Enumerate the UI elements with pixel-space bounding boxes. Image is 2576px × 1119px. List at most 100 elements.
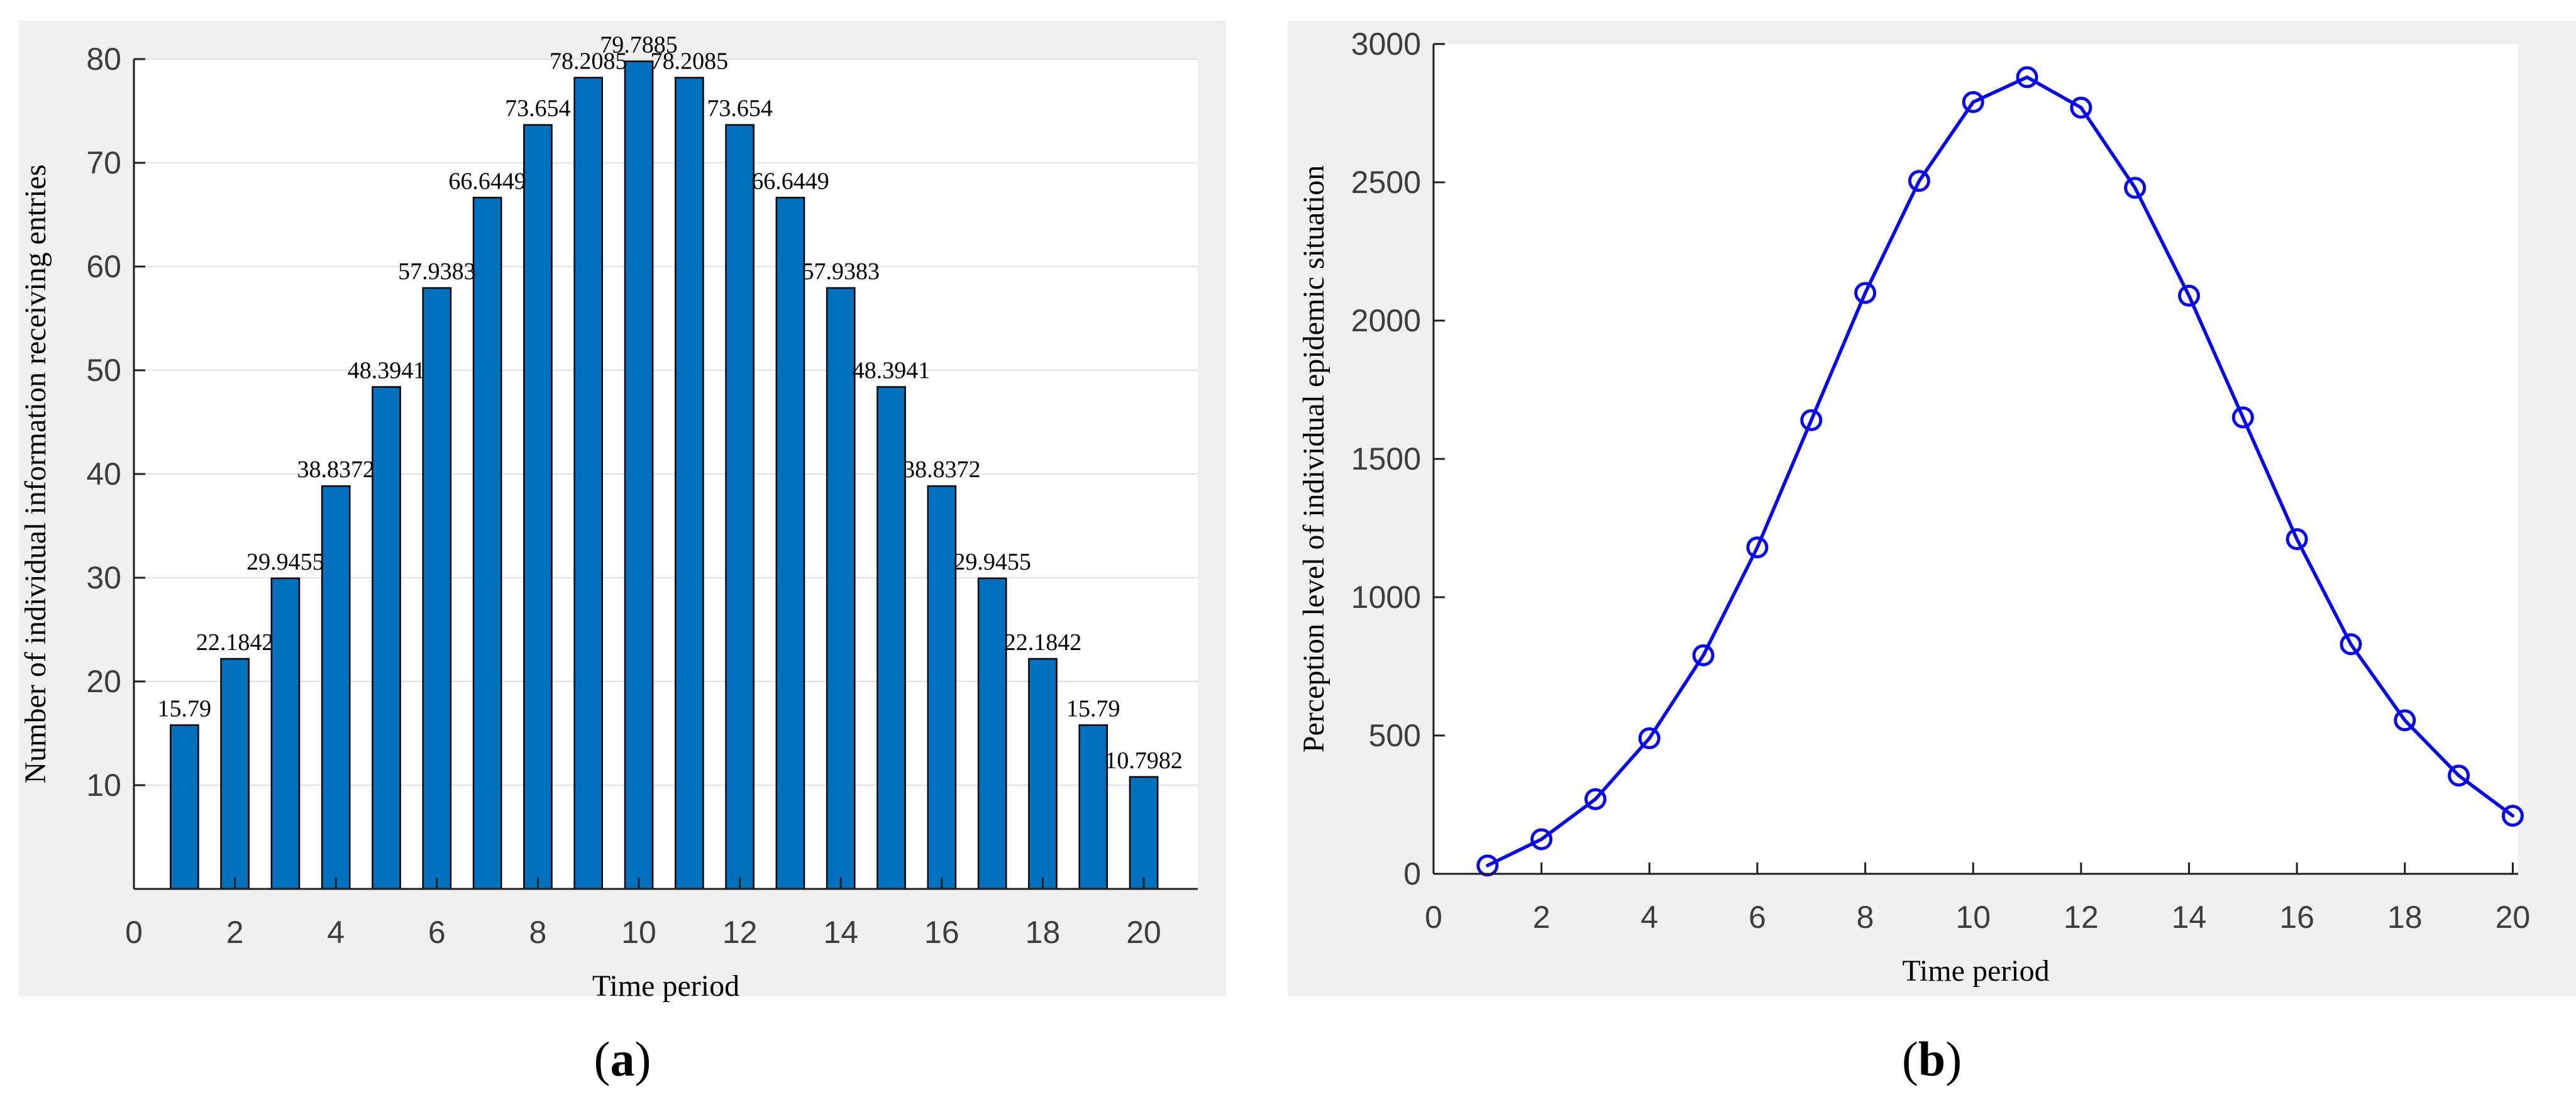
svg-text:1500: 1500 [1351, 441, 1421, 477]
marker-t20 [2501, 805, 2524, 827]
svg-text:10: 10 [621, 915, 656, 950]
marker-t1 [1476, 854, 1499, 877]
svg-text:16: 16 [2279, 900, 2314, 935]
svg-text:78.2085: 78.2085 [651, 48, 729, 75]
svg-text:50: 50 [86, 353, 121, 388]
svg-text:48.3941: 48.3941 [853, 357, 931, 383]
svg-text:2: 2 [1533, 900, 1551, 935]
svg-text:57.9383: 57.9383 [398, 258, 476, 285]
svg-text:29.9455: 29.9455 [246, 549, 324, 575]
bar-chart-panel-a: 15.79 22.1842 29.9455 38.8372 48.3941 57.9383… [19, 21, 1226, 1003]
svg-text:12: 12 [2064, 900, 2099, 935]
bar-t9 [573, 77, 604, 890]
marker-t12 [2070, 96, 2092, 119]
y-axis-label: Number of individual information receivi… [19, 164, 52, 783]
svg-text:14: 14 [823, 915, 858, 950]
marker-t13 [2124, 177, 2147, 199]
svg-text:70: 70 [86, 145, 121, 180]
marker-t4 [1638, 727, 1661, 749]
caption-a-open-paren: ( [594, 1032, 611, 1086]
bar-t3 [270, 577, 301, 890]
svg-text:10: 10 [1955, 900, 1991, 935]
svg-text:10: 10 [86, 768, 121, 803]
caption-b: (b) [1288, 1031, 2576, 1088]
marker-t8 [1854, 282, 1877, 304]
svg-text:18: 18 [2387, 900, 2423, 935]
marker-t15 [2231, 406, 2254, 429]
marker-t10 [1962, 91, 1984, 113]
bar-t7 [472, 197, 502, 890]
svg-text:30: 30 [86, 560, 121, 595]
bar-t19 [1078, 724, 1108, 890]
svg-text:79.7885: 79.7885 [600, 31, 678, 58]
svg-text:20: 20 [86, 664, 121, 699]
marker-t18 [2394, 709, 2416, 732]
data-series [1476, 66, 2524, 877]
bar-t4 [321, 485, 351, 890]
bar-t14 [826, 287, 856, 890]
bar-t15 [876, 386, 906, 890]
caption-b-letter: b [1918, 1032, 1946, 1086]
bars [169, 60, 1159, 890]
svg-text:2500: 2500 [1351, 165, 1421, 200]
svg-text:60: 60 [86, 249, 121, 284]
marker-t16 [2286, 528, 2308, 551]
caption-a: (a) [19, 1031, 1226, 1088]
bar-value-labels: 15.79 22.1842 29.9455 38.8372 48.3941 57.9383… [158, 31, 1183, 773]
svg-text:38.8372: 38.8372 [903, 456, 981, 483]
svg-text:2: 2 [226, 915, 244, 950]
svg-text:48.3941: 48.3941 [348, 357, 426, 383]
axes [133, 58, 1198, 890]
svg-text:6: 6 [1749, 900, 1766, 935]
svg-text:4: 4 [327, 915, 345, 950]
svg-text:15.79: 15.79 [1066, 695, 1120, 722]
marker-t17 [2340, 633, 2362, 656]
svg-text:18: 18 [1025, 915, 1061, 950]
svg-text:29.9455: 29.9455 [953, 549, 1031, 575]
svg-text:20: 20 [2496, 900, 2531, 935]
svg-text:57.9383: 57.9383 [802, 258, 880, 285]
svg-text:80: 80 [86, 41, 121, 77]
caption-b-open-paren: ( [1901, 1032, 1918, 1086]
svg-text:78.2085: 78.2085 [550, 48, 627, 75]
marker-t6 [1746, 536, 1769, 559]
svg-text:20: 20 [1126, 915, 1161, 950]
svg-text:66.6449: 66.6449 [448, 168, 526, 194]
svg-text:16: 16 [924, 915, 959, 950]
svg-text:73.654: 73.654 [707, 96, 773, 122]
svg-text:14: 14 [2172, 900, 2207, 935]
bar-t16 [927, 485, 957, 890]
caption-b-close-paren: ) [1945, 1032, 1962, 1086]
svg-text:8: 8 [1857, 900, 1874, 935]
caption-a-close-paren: ) [634, 1032, 651, 1086]
svg-text:0: 0 [1403, 856, 1421, 891]
svg-text:22.1842: 22.1842 [1004, 629, 1082, 656]
axes [1432, 43, 2518, 875]
bar-t17 [977, 577, 1007, 890]
svg-text:0: 0 [1425, 900, 1442, 935]
bar-t5 [372, 386, 401, 890]
plot-area [1434, 44, 2518, 874]
bar-t2 [220, 658, 250, 890]
marker-t3 [1584, 788, 1606, 810]
svg-text:4: 4 [1640, 900, 1658, 935]
marker-t5 [1692, 644, 1715, 666]
svg-text:66.6449: 66.6449 [751, 168, 829, 194]
svg-text:8: 8 [529, 915, 547, 950]
svg-text:15.79: 15.79 [158, 695, 212, 722]
marker-t9 [1908, 170, 1930, 192]
svg-text:0: 0 [125, 915, 143, 950]
svg-text:10.7982: 10.7982 [1105, 747, 1183, 774]
marker-t2 [1530, 828, 1553, 851]
gridlines [134, 58, 1198, 786]
series-line [1486, 75, 2515, 868]
svg-text:1000: 1000 [1351, 580, 1421, 615]
svg-text:500: 500 [1369, 718, 1421, 753]
x-axis-label: Time period [1902, 954, 2049, 988]
tick-labels: 0 500 1000 1500 2000 2500 3000 0 2 4 6 8 10 12 14 16 18 2… [1351, 26, 2530, 935]
svg-text:38.8372: 38.8372 [297, 456, 375, 483]
marker-t7 [1800, 409, 1823, 431]
marker-t14 [2177, 284, 2200, 307]
bar-t8 [523, 124, 553, 890]
svg-text:2000: 2000 [1351, 303, 1421, 338]
